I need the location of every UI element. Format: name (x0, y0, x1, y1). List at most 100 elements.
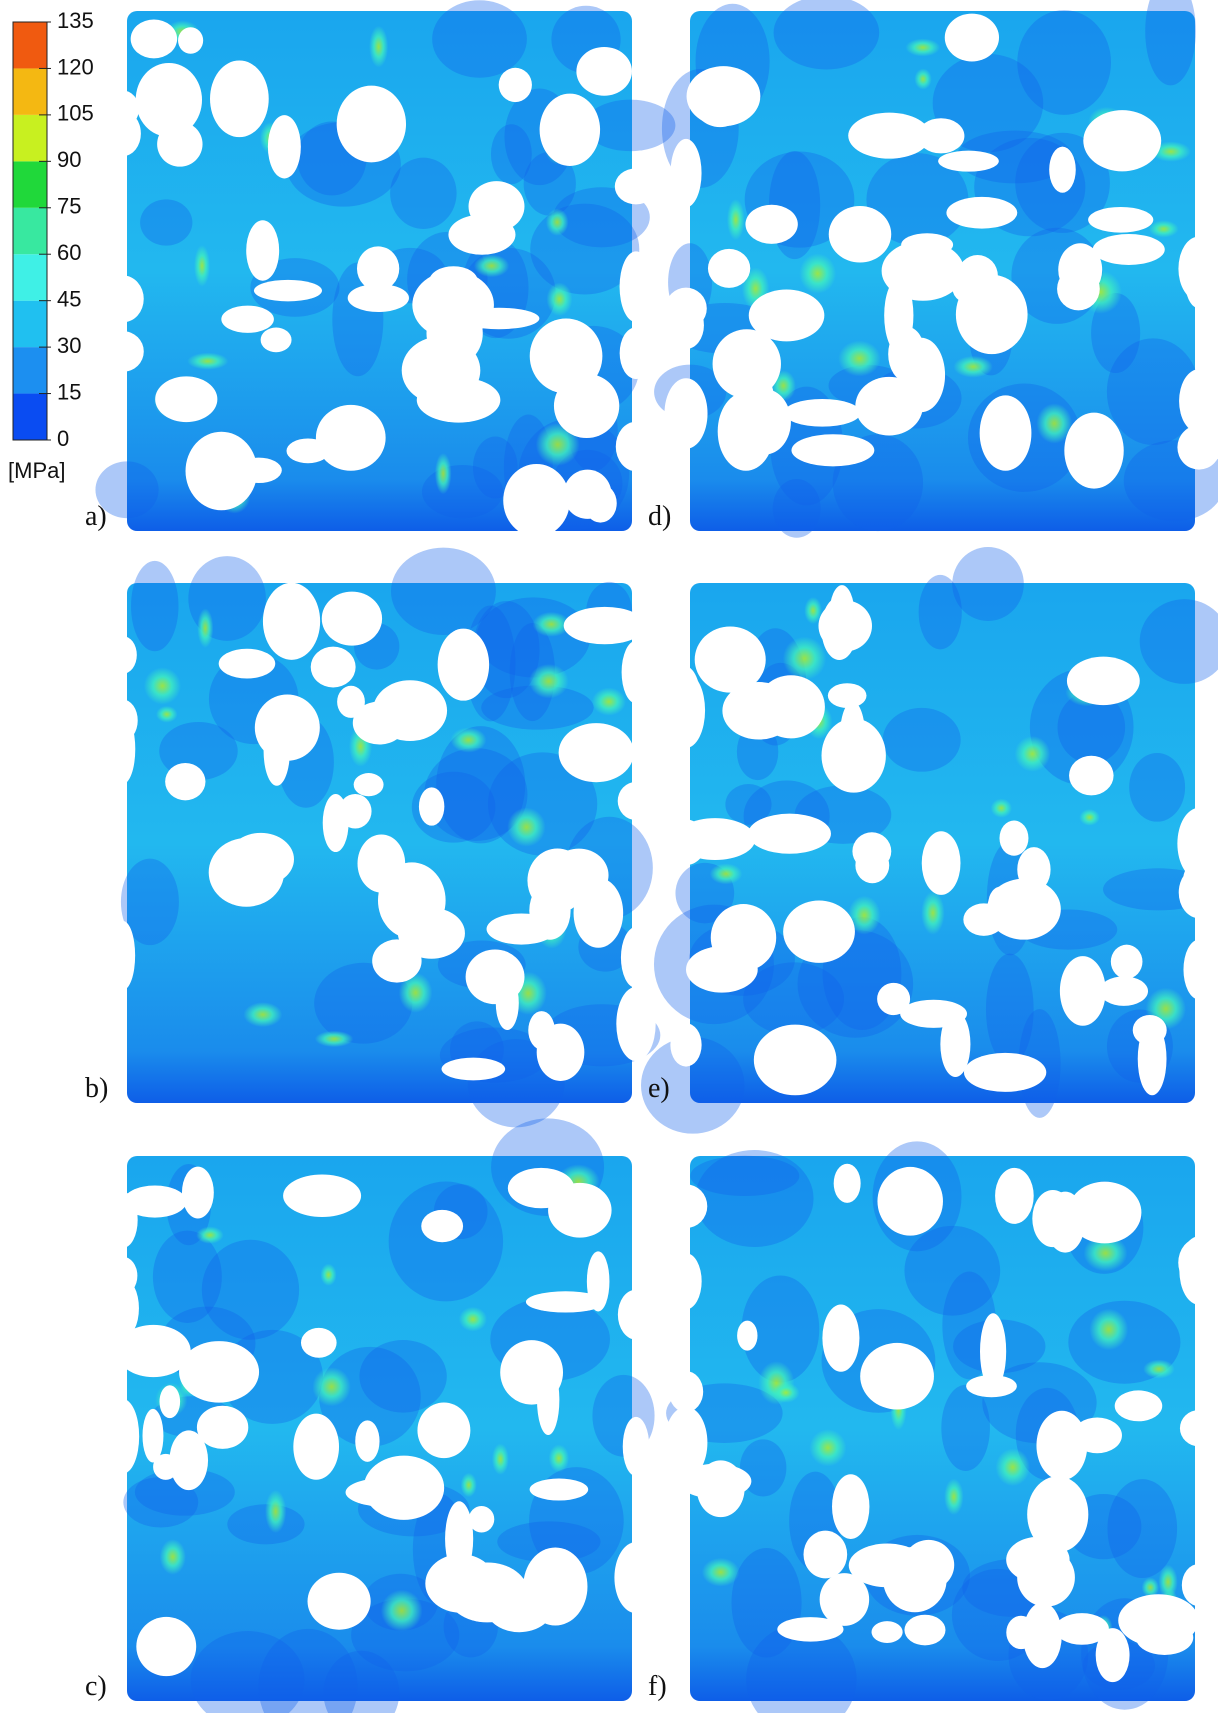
pore (437, 628, 490, 701)
high-stress-zone (953, 355, 993, 378)
low-stress-zone (314, 962, 413, 1044)
pore (218, 648, 276, 679)
edge-notch (670, 1023, 702, 1067)
colorbar-band (13, 68, 47, 115)
low-stress-zone (120, 858, 179, 946)
pore (372, 680, 448, 742)
colorbar-band (13, 114, 47, 162)
low-stress-zone (746, 1623, 857, 1713)
low-stress-zone (319, 1346, 421, 1447)
high-stress-zone (196, 1226, 224, 1244)
pore (525, 1291, 606, 1313)
pore (748, 289, 825, 342)
low-stress-zone (131, 560, 179, 652)
low-stress-zone (95, 461, 159, 519)
low-stress-zone (641, 1036, 745, 1134)
low-stress-zone (725, 784, 772, 825)
pore (1099, 976, 1149, 1006)
pore (310, 646, 356, 688)
low-stress-zone (359, 1340, 447, 1413)
pore (1083, 110, 1162, 172)
high-stress-zone (1079, 808, 1100, 826)
pore (130, 19, 178, 59)
high-stress-zone (398, 972, 433, 1013)
low-stress-zone (523, 151, 576, 216)
pore (293, 1413, 340, 1480)
panel-label: e) (648, 1073, 670, 1104)
high-stress-zone (548, 1444, 570, 1473)
high-stress-zone (369, 25, 389, 68)
pore (999, 820, 1029, 856)
colorbar-tick-label: 0 (57, 426, 69, 451)
pore (1092, 234, 1165, 265)
edge-notch (1178, 866, 1218, 919)
pore (979, 395, 1032, 471)
pore (855, 376, 923, 436)
edge-notch (1177, 807, 1218, 880)
pore (537, 1364, 560, 1436)
pore (1069, 755, 1114, 796)
edge-notch (668, 301, 704, 350)
pore (1135, 1619, 1194, 1656)
pore (696, 1460, 745, 1518)
high-stress-zone (944, 1478, 964, 1515)
colorbar-unit: [MPa] (8, 458, 65, 483)
pore (1088, 206, 1154, 233)
high-stress-zone (726, 199, 745, 241)
pore (210, 60, 269, 138)
high-stress-zone (990, 798, 1013, 818)
low-stress-zone (1107, 1479, 1178, 1579)
high-stress-zone (320, 1263, 337, 1286)
colorbar-band (13, 254, 47, 301)
high-stress-zone (156, 705, 178, 723)
pore (221, 305, 274, 333)
pore (827, 683, 867, 708)
high-stress-zone (491, 1443, 509, 1475)
pore (486, 913, 557, 945)
colorbar-tick-label: 75 (57, 194, 81, 219)
pore (1006, 1615, 1036, 1650)
high-stress-zone (545, 208, 569, 236)
high-stress-zone (312, 1367, 351, 1407)
pore (498, 67, 532, 103)
edge-notch (617, 1289, 655, 1340)
low-stress-zone (481, 685, 594, 730)
edge-notch (106, 1399, 140, 1474)
pore (966, 1375, 1017, 1398)
pore (904, 1614, 946, 1646)
high-stress-zone (782, 636, 827, 681)
low-stress-zone (941, 1384, 990, 1471)
edge-notch (666, 672, 706, 748)
pore (185, 431, 258, 511)
pore (253, 279, 322, 302)
pore (142, 1408, 164, 1463)
pore (576, 46, 632, 96)
high-stress-zone (921, 891, 945, 935)
pore (300, 1327, 337, 1358)
low-stress-zone (952, 547, 1024, 622)
low-stress-zone (741, 1275, 820, 1383)
high-stress-zone (591, 687, 626, 716)
pore (940, 1011, 971, 1078)
edge-notch (620, 1566, 652, 1608)
high-stress-zone (995, 1448, 1030, 1487)
high-stress-zone (1089, 1308, 1129, 1351)
high-stress-zone (380, 1589, 423, 1632)
pore (921, 831, 961, 895)
pore (871, 1621, 903, 1643)
low-stress-zone (258, 1628, 358, 1713)
low-stress-zone (140, 199, 193, 246)
pore (286, 438, 330, 464)
pore (260, 327, 292, 353)
colorbar-frame (12, 21, 48, 441)
high-stress-zone (772, 1382, 800, 1403)
pore (979, 1313, 1007, 1390)
low-stress-zone (123, 1477, 199, 1528)
low-stress-zone (134, 1468, 235, 1516)
pore (877, 1166, 943, 1236)
edge-notch (622, 1416, 650, 1477)
pore (263, 715, 290, 786)
low-stress-zone (152, 1230, 222, 1323)
pore (995, 1167, 1034, 1224)
